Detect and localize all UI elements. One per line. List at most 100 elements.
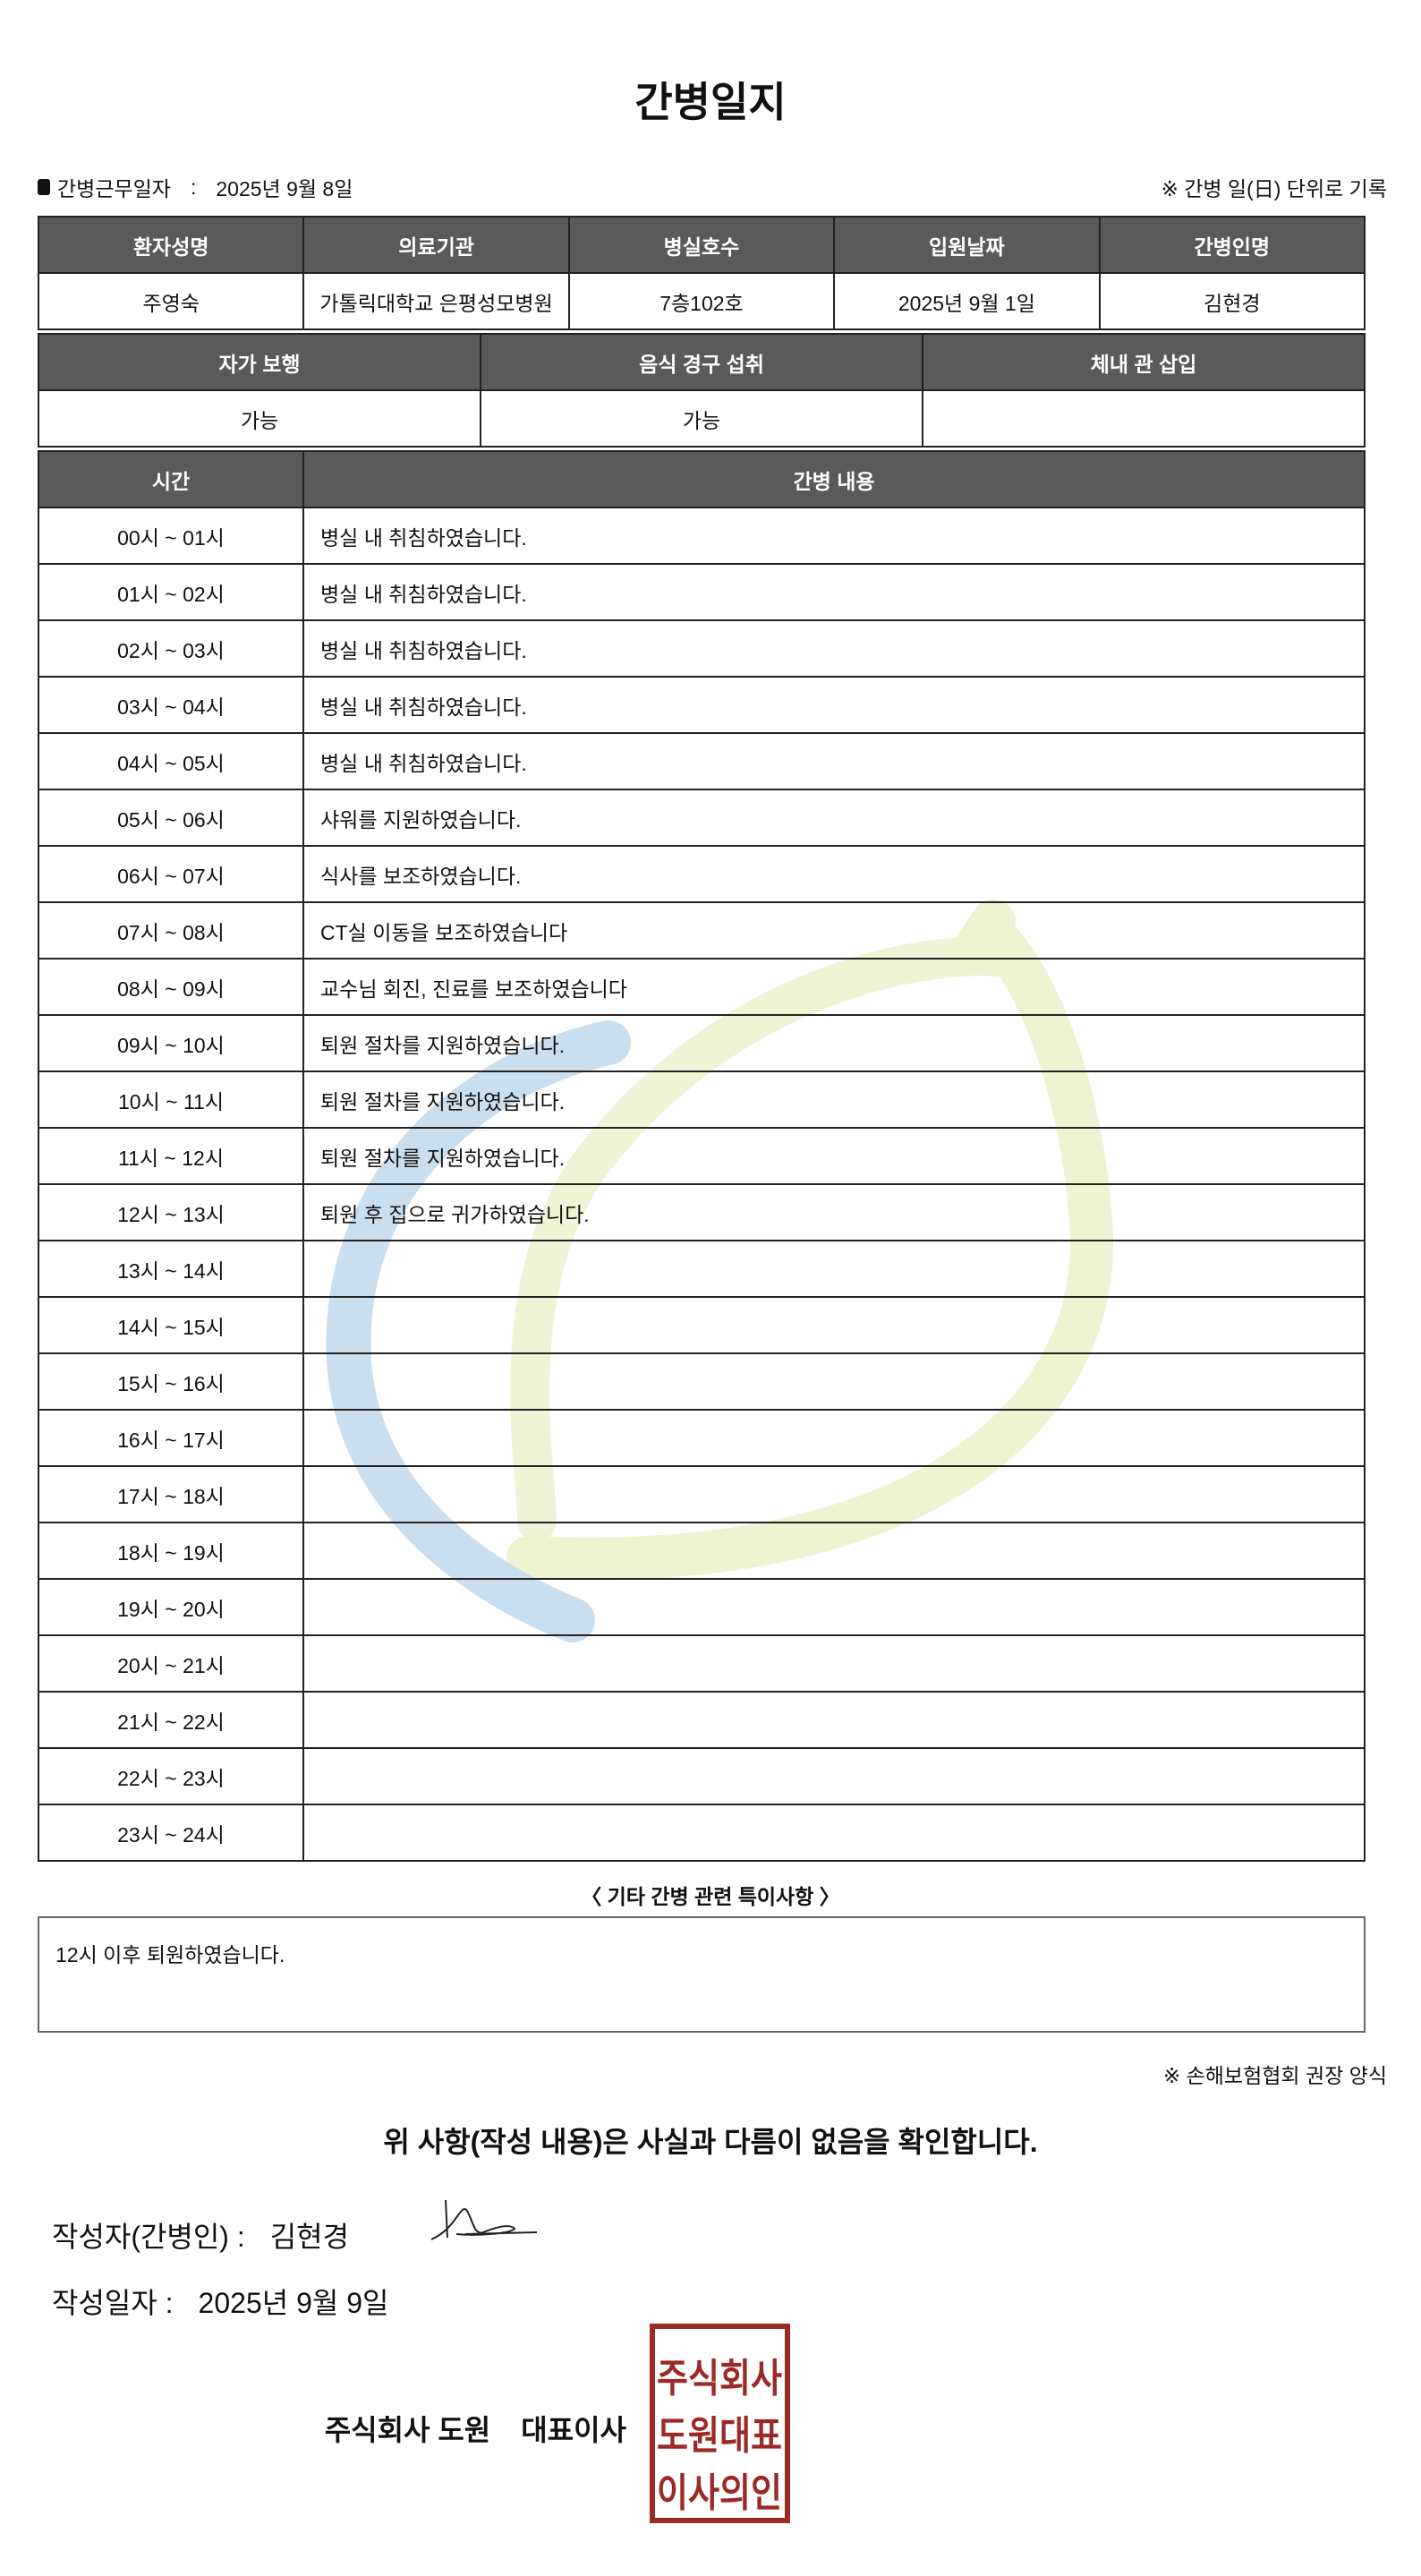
company-name: 주식회사 도원	[324, 2414, 491, 2446]
time-slot: 06시 ~ 07시	[38, 845, 304, 903]
time-slot: 12시 ~ 13시	[38, 1183, 304, 1241]
time-slot: 04시 ~ 05시	[38, 732, 304, 790]
patient-status-table: 자가 보행 음식 경구 섭취 체내 관 삽입 가능 가능	[38, 333, 1366, 448]
caregiver-name: 김현경	[1098, 272, 1366, 330]
room-number: 7층102호	[567, 272, 836, 330]
time-slot: 22시 ~ 23시	[38, 1747, 304, 1805]
admission-date: 2025년 9월 1일	[833, 272, 1101, 330]
time-slot: 08시 ~ 09시	[38, 958, 304, 1016]
table-row: 18시 ~ 19시	[38, 1522, 1366, 1580]
care-content	[302, 1522, 1366, 1580]
header-cell: 입원날짜	[833, 216, 1101, 274]
care-content	[302, 1747, 1366, 1805]
header-cell: 체내 관 삽입	[922, 333, 1366, 391]
writer-label: 작성자(간병인) :	[52, 2221, 245, 2253]
time-slot: 19시 ~ 20시	[38, 1578, 304, 1636]
table-row: 01시 ~ 02시 병실 내 취침하였습니다.	[38, 563, 1366, 621]
table-row: 19시 ~ 20시	[38, 1578, 1366, 1636]
time-slot: 11시 ~ 12시	[38, 1127, 304, 1185]
care-content	[302, 1409, 1366, 1467]
care-content	[302, 1691, 1366, 1749]
time-slot: 23시 ~ 24시	[38, 1804, 304, 1862]
tube-insertion	[922, 389, 1366, 448]
care-content	[302, 1352, 1366, 1411]
table-row: 17시 ~ 18시	[38, 1465, 1366, 1523]
time-slot: 20시 ~ 21시	[38, 1634, 304, 1693]
header-cell: 음식 경구 섭취	[480, 333, 923, 391]
care-log-table: 시간 간병 내용 00시 ~ 01시 병실 내 취침하였습니다. 01시 ~ 02시 병…	[38, 450, 1366, 1862]
table-row: 04시 ~ 05시 병실 내 취침하였습니다.	[38, 732, 1366, 790]
work-date: 간병근무일자 : 2025년 9월 8일	[38, 172, 353, 202]
time-slot: 00시 ~ 01시	[38, 507, 304, 565]
unit-note: ※ 간병 일(日) 단위로 기록	[1161, 177, 1387, 200]
care-content	[302, 1240, 1366, 1298]
work-date-sep: :	[190, 175, 197, 199]
patient-name: 주영숙	[37, 272, 305, 330]
table-row: 03시 ~ 04시 병실 내 취침하였습니다.	[38, 676, 1366, 734]
table-row: 23시 ~ 24시	[38, 1804, 1366, 1862]
header-time: 시간	[38, 450, 304, 508]
table-row: 15시 ~ 16시	[38, 1352, 1366, 1411]
care-content	[302, 1296, 1366, 1354]
table-row: 13시 ~ 14시	[38, 1240, 1366, 1298]
special-notes-title: 〈 기타 간병 관련 특이사항 〉	[581, 1885, 840, 1908]
special-notes-box: 12시 이후 퇴원하였습니다.	[38, 1916, 1366, 2033]
table-row: 09시 ~ 10시 퇴원 절차를 지원하였습니다.	[38, 1014, 1366, 1072]
care-content: 병실 내 취침하였습니다.	[302, 676, 1366, 734]
writer-line: 작성자(간병인) : 김현경	[52, 2214, 349, 2256]
table-row: 11시 ~ 12시 퇴원 절차를 지원하였습니다.	[38, 1127, 1366, 1185]
table-row: 10시 ~ 11시 퇴원 절차를 지원하였습니다.	[38, 1070, 1366, 1129]
time-slot: 15시 ~ 16시	[38, 1352, 304, 1411]
time-slot: 21시 ~ 22시	[38, 1691, 304, 1749]
care-content: 교수님 회진, 진료를 보조하였습니다	[302, 958, 1366, 1016]
care-content	[302, 1804, 1366, 1862]
time-slot: 10시 ~ 11시	[38, 1070, 304, 1129]
svg-text:도원대표: 도원대표	[657, 2413, 782, 2459]
care-content: CT실 이동을 보조하였습니다	[302, 901, 1366, 960]
written-date-line: 작성일자 : 2025년 9월 9일	[52, 2281, 388, 2322]
header-cell: 환자성명	[37, 216, 305, 274]
time-slot: 17시 ~ 18시	[38, 1465, 304, 1523]
care-content: 병실 내 취침하였습니다.	[302, 619, 1366, 678]
table-row: 22시 ~ 23시	[38, 1747, 1366, 1805]
care-content	[302, 1578, 1366, 1636]
care-content: 식사를 보조하였습니다.	[302, 845, 1366, 903]
care-content	[302, 1465, 1366, 1523]
care-content: 퇴원 절차를 지원하였습니다.	[302, 1127, 1366, 1185]
self-walking: 가능	[38, 389, 481, 448]
svg-text:이사의인: 이사의인	[657, 2470, 782, 2516]
header-cell: 의료기관	[302, 216, 570, 274]
ceo-title: 대표이사	[521, 2414, 626, 2446]
header-content: 간병 내용	[302, 450, 1366, 508]
work-date-label: 간병근무일자	[57, 177, 171, 200]
patient-info-table: 환자성명 의료기관 병실호수 입원날짜 간병인명 주영숙 가톨릭대학교 은평성모병원 7층1…	[37, 216, 1366, 330]
care-content: 샤워를 지원하였습니다.	[302, 789, 1366, 847]
care-content: 병실 내 취침하였습니다.	[302, 507, 1366, 565]
table-row: 02시 ~ 03시 병실 내 취침하였습니다.	[38, 619, 1366, 678]
table-row: 07시 ~ 08시 CT실 이동을 보조하였습니다	[38, 901, 1366, 960]
company-line: 주식회사 도원 대표이사	[325, 2408, 626, 2449]
table-row: 00시 ~ 01시 병실 내 취침하였습니다.	[38, 507, 1366, 565]
table-row: 14시 ~ 15시	[38, 1296, 1366, 1354]
table-row: 05시 ~ 06시 샤워를 지원하였습니다.	[38, 789, 1366, 847]
page-title: 간병일지	[634, 79, 787, 125]
care-content: 퇴원 절차를 지원하였습니다.	[302, 1014, 1366, 1072]
header-cell: 간병인명	[1098, 216, 1366, 274]
hospital: 가톨릭대학교 은평성모병원	[302, 272, 570, 330]
written-date: 2025년 9월 9일	[198, 2287, 389, 2319]
time-slot: 05시 ~ 06시	[38, 789, 304, 847]
table-row: 08시 ~ 09시 교수님 회진, 진료를 보조하였습니다	[38, 958, 1366, 1016]
time-slot: 01시 ~ 02시	[38, 563, 304, 621]
time-slot: 16시 ~ 17시	[38, 1409, 304, 1467]
care-content: 퇴원 절차를 지원하였습니다.	[302, 1070, 1366, 1129]
care-content	[302, 1634, 1366, 1693]
oral-intake: 가능	[480, 389, 923, 448]
time-slot: 18시 ~ 19시	[38, 1522, 304, 1580]
time-slot: 02시 ~ 03시	[38, 619, 304, 678]
writer-name: 김현경	[269, 2221, 350, 2253]
confirmation-statement: 위 사항(작성 내용)은 사실과 다름이 없음을 확인합니다.	[383, 2126, 1038, 2158]
time-slot: 14시 ~ 15시	[38, 1296, 304, 1354]
table-row: 20시 ~ 21시	[38, 1634, 1366, 1693]
header-cell: 병실호수	[567, 216, 836, 274]
work-date-value: 2025년 9월 8일	[216, 177, 353, 200]
